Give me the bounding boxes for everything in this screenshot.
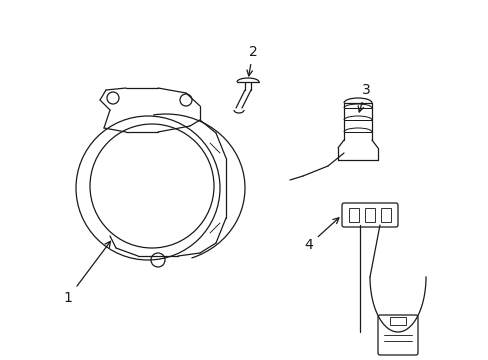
Text: 4: 4: [304, 218, 338, 252]
Bar: [389, 317, 405, 325]
Bar: [364, 208, 374, 222]
Text: 1: 1: [63, 241, 110, 305]
Text: 2: 2: [246, 45, 257, 76]
Text: 3: 3: [358, 83, 369, 112]
Bar: [348, 208, 358, 222]
Bar: [380, 208, 390, 222]
